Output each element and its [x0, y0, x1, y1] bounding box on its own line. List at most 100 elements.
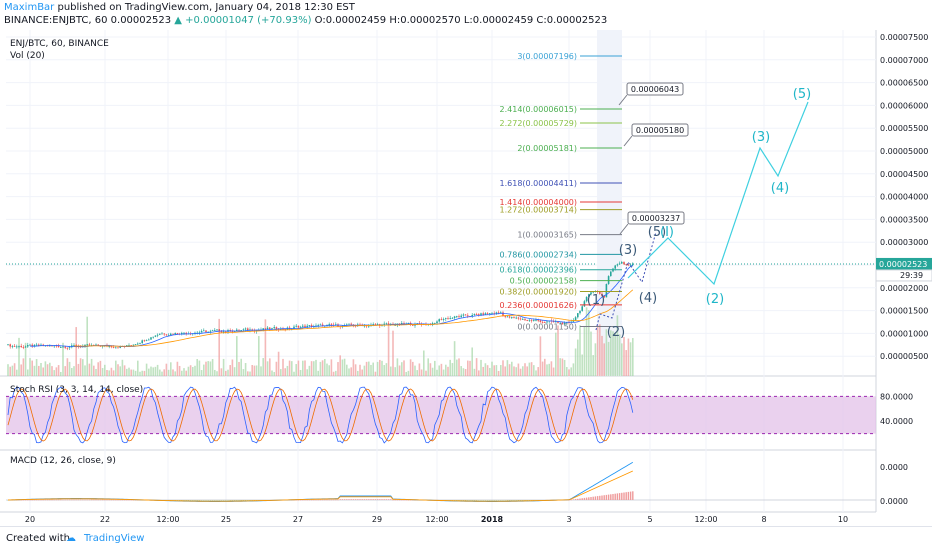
volume-bar: [62, 342, 64, 376]
volume-bar: [552, 367, 555, 376]
macd-histogram-bar: [379, 499, 381, 500]
volume-bar: [469, 360, 471, 376]
macd-histogram-bar: [504, 500, 506, 501]
macd-histogram-bar: [473, 500, 476, 501]
volume-bar: [403, 360, 405, 376]
candle-body: [271, 328, 273, 329]
price-tick-label: 0.00003000: [880, 238, 928, 247]
macd-histogram-bar: [368, 499, 370, 500]
candle-body: [533, 320, 535, 321]
volume-bar: [530, 362, 533, 376]
macd-histogram-bar: [596, 496, 599, 500]
macd-histogram-bar: [407, 499, 410, 501]
price-tick-label: 0.00004000: [880, 193, 928, 202]
chart-canvas[interactable]: 3(0.00007196) 2.414(0.00006015) 2.272(0.00…: [0, 0, 932, 526]
macd-histogram-bar: [517, 500, 520, 501]
volume-bar: [31, 360, 33, 376]
macd-histogram-bar: [79, 499, 82, 501]
candle-body: [280, 328, 282, 331]
elliott-waves: (1)(2)(3)(4)(5)(I)(2)(3)(4)(5): [587, 87, 811, 340]
price-tick-label: 0.00007500: [880, 33, 928, 42]
macd-histogram-bar: [209, 500, 212, 501]
macd-histogram-bar: [500, 500, 502, 501]
macd-histogram-bar: [570, 499, 572, 501]
volume-bar: [607, 341, 610, 376]
macd-histogram-bar: [513, 500, 515, 501]
macd-histogram-bar: [343, 499, 346, 500]
volume-bar: [427, 358, 429, 376]
axes: 0.00007500 0.00007000 0.00006500 0.00006000…: [25, 33, 932, 524]
candle-body: [203, 330, 205, 332]
volume-bar: [629, 342, 632, 376]
volume-bar: [392, 330, 394, 376]
candle-body: [495, 312, 498, 314]
volume-bar: [16, 369, 18, 376]
macd-histogram-bar: [310, 499, 313, 501]
volume-bar: [493, 365, 495, 376]
tradingview-link[interactable]: TradingView: [84, 533, 145, 544]
volume-bar: [612, 331, 614, 376]
macd-histogram-bar: [110, 499, 113, 501]
candle-body: [464, 314, 467, 316]
fib-label: 1(0.00003165): [517, 231, 577, 240]
candle-body: [616, 264, 619, 266]
macd-histogram-bar: [451, 500, 454, 501]
volume-bar: [99, 360, 102, 376]
macd-histogram-bar: [392, 499, 394, 501]
volume-bar: [60, 371, 62, 376]
macd-histogram-bar: [332, 499, 335, 501]
candle-body: [438, 319, 440, 322]
candle-body: [605, 284, 608, 298]
volume-bar: [390, 366, 392, 376]
volume-bar: [590, 331, 592, 376]
macd-histogram-bar: [372, 499, 374, 500]
callout-pointer: [618, 94, 628, 106]
candle-body: [53, 345, 55, 347]
volume-bar: [401, 362, 403, 376]
candle-body: [148, 339, 150, 341]
candle-body: [216, 329, 218, 331]
price-callout-label: 0.00003237: [632, 214, 680, 223]
fib-label: 0.236(0.00001626): [500, 301, 578, 310]
macd-histogram-bar: [574, 499, 577, 500]
candle-body: [233, 331, 236, 332]
macd-histogram-bar: [108, 499, 110, 501]
macd-histogram-bar: [112, 499, 115, 501]
macd-histogram-bar: [251, 500, 253, 501]
macd-histogram-bar: [324, 499, 326, 501]
volume-bar: [20, 364, 22, 376]
macd-histogram-bar: [104, 499, 106, 501]
candle-body: [603, 296, 605, 298]
candle-body: [618, 263, 621, 265]
volume-bar: [601, 335, 603, 376]
volume-bar: [348, 368, 350, 376]
candle-body: [473, 314, 476, 315]
volume-bar: [132, 369, 135, 376]
price-tick-label: 0.00006500: [880, 79, 928, 88]
macd-histogram-bar: [242, 500, 245, 501]
macd-histogram-bar: [134, 499, 137, 501]
candle-body: [174, 333, 176, 335]
time-tick-label: 8: [761, 515, 766, 524]
volume-bar: [299, 369, 302, 376]
volume-bar: [618, 334, 621, 376]
candle-body: [22, 346, 25, 348]
macd-histogram-bar: [590, 497, 592, 500]
volume-bar: [570, 367, 572, 376]
volume-bar: [502, 360, 504, 376]
volume-bar: [123, 365, 126, 376]
publisher-name[interactable]: MaximBar: [4, 2, 55, 13]
macd-histogram-bar: [480, 500, 482, 501]
macd-histogram-bar: [412, 499, 414, 501]
volume-bar: [308, 365, 311, 376]
volume-bar: [227, 369, 229, 376]
macd-histogram-bar: [491, 500, 493, 501]
candle-body: [159, 333, 161, 335]
volume-bar: [163, 369, 165, 376]
macd-histogram-bar: [220, 500, 223, 501]
macd-histogram-bar: [623, 492, 625, 500]
volume-bar: [185, 370, 187, 376]
candle-body: [398, 323, 401, 325]
footer: Created with ☁ TradingView: [0, 526, 932, 551]
macd-histogram-bar: [337, 499, 339, 501]
